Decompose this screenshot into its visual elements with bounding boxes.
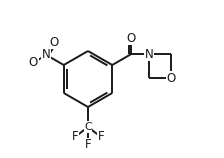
Text: N: N	[145, 48, 154, 61]
Text: O: O	[29, 56, 38, 69]
Text: C: C	[84, 122, 92, 132]
Text: F: F	[98, 131, 104, 143]
Text: O: O	[167, 72, 176, 85]
Text: F: F	[85, 139, 91, 152]
Text: F: F	[72, 131, 78, 143]
Text: N: N	[42, 49, 51, 61]
Text: O: O	[127, 31, 136, 45]
Text: O: O	[49, 36, 58, 49]
